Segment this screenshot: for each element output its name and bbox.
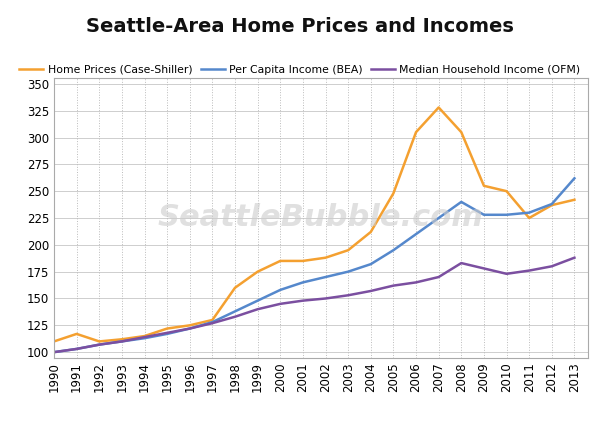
Home Prices (Case-Shiller) xyxy=(458,129,465,135)
Home Prices (Case-Shiller) xyxy=(435,105,442,110)
Per Capita Income (BEA) xyxy=(299,280,307,285)
Per Capita Income (BEA) xyxy=(73,346,80,351)
Median Household Income (OFM) xyxy=(481,266,488,271)
Home Prices (Case-Shiller) xyxy=(503,188,510,194)
Home Prices (Case-Shiller) xyxy=(232,285,239,290)
Median Household Income (OFM) xyxy=(548,264,556,269)
Home Prices (Case-Shiller) xyxy=(322,255,329,260)
Median Household Income (OFM) xyxy=(503,271,510,276)
Per Capita Income (BEA) xyxy=(344,269,352,274)
Per Capita Income (BEA) xyxy=(548,201,556,207)
Line: Per Capita Income (BEA): Per Capita Income (BEA) xyxy=(54,178,574,352)
Home Prices (Case-Shiller) xyxy=(571,197,578,202)
Per Capita Income (BEA) xyxy=(571,176,578,181)
Median Household Income (OFM) xyxy=(73,346,80,351)
Home Prices (Case-Shiller) xyxy=(526,215,533,221)
Median Household Income (OFM) xyxy=(186,326,193,331)
Median Household Income (OFM) xyxy=(254,307,261,312)
Home Prices (Case-Shiller) xyxy=(95,339,103,344)
Home Prices (Case-Shiller) xyxy=(209,317,216,323)
Home Prices (Case-Shiller) xyxy=(277,258,284,263)
Home Prices (Case-Shiller) xyxy=(254,269,261,274)
Per Capita Income (BEA) xyxy=(254,298,261,303)
Per Capita Income (BEA) xyxy=(164,331,171,337)
Per Capita Income (BEA) xyxy=(277,287,284,293)
Home Prices (Case-Shiller) xyxy=(186,323,193,328)
Median Household Income (OFM) xyxy=(344,293,352,298)
Median Household Income (OFM) xyxy=(164,330,171,335)
Line: Median Household Income (OFM): Median Household Income (OFM) xyxy=(54,258,574,352)
Home Prices (Case-Shiller) xyxy=(367,229,374,235)
Per Capita Income (BEA) xyxy=(481,212,488,218)
Per Capita Income (BEA) xyxy=(390,248,397,253)
Per Capita Income (BEA) xyxy=(95,342,103,347)
Legend: Home Prices (Case-Shiller), Per Capita Income (BEA), Median Household Income (OF: Home Prices (Case-Shiller), Per Capita I… xyxy=(15,60,585,79)
Median Household Income (OFM) xyxy=(390,283,397,288)
Median Household Income (OFM) xyxy=(367,288,374,293)
Median Household Income (OFM) xyxy=(571,255,578,260)
Per Capita Income (BEA) xyxy=(435,215,442,221)
Home Prices (Case-Shiller) xyxy=(141,334,148,339)
Per Capita Income (BEA) xyxy=(503,212,510,218)
Home Prices (Case-Shiller) xyxy=(50,339,58,344)
Median Household Income (OFM) xyxy=(435,274,442,279)
Per Capita Income (BEA) xyxy=(232,309,239,314)
Text: SeattleBubble.com: SeattleBubble.com xyxy=(158,204,484,232)
Home Prices (Case-Shiller) xyxy=(73,331,80,337)
Median Household Income (OFM) xyxy=(50,350,58,355)
Median Household Income (OFM) xyxy=(95,342,103,347)
Median Household Income (OFM) xyxy=(526,268,533,273)
Per Capita Income (BEA) xyxy=(526,210,533,215)
Median Household Income (OFM) xyxy=(322,296,329,301)
Median Household Income (OFM) xyxy=(141,334,148,340)
Line: Home Prices (Case-Shiller): Home Prices (Case-Shiller) xyxy=(54,107,574,341)
Home Prices (Case-Shiller) xyxy=(481,183,488,188)
Home Prices (Case-Shiller) xyxy=(344,248,352,253)
Home Prices (Case-Shiller) xyxy=(164,326,171,331)
Home Prices (Case-Shiller) xyxy=(390,191,397,196)
Median Household Income (OFM) xyxy=(118,339,125,344)
Median Household Income (OFM) xyxy=(232,314,239,319)
Per Capita Income (BEA) xyxy=(412,232,419,237)
Home Prices (Case-Shiller) xyxy=(548,202,556,208)
Per Capita Income (BEA) xyxy=(322,274,329,279)
Text: Seattle-Area Home Prices and Incomes: Seattle-Area Home Prices and Incomes xyxy=(86,17,514,37)
Home Prices (Case-Shiller) xyxy=(412,129,419,135)
Per Capita Income (BEA) xyxy=(50,350,58,355)
Per Capita Income (BEA) xyxy=(118,339,125,344)
Per Capita Income (BEA) xyxy=(141,336,148,341)
Home Prices (Case-Shiller) xyxy=(299,258,307,263)
Home Prices (Case-Shiller) xyxy=(118,337,125,342)
Per Capita Income (BEA) xyxy=(186,326,193,331)
Per Capita Income (BEA) xyxy=(209,320,216,325)
Median Household Income (OFM) xyxy=(277,301,284,307)
Per Capita Income (BEA) xyxy=(367,262,374,267)
Median Household Income (OFM) xyxy=(209,320,216,326)
Median Household Income (OFM) xyxy=(299,298,307,303)
Median Household Income (OFM) xyxy=(412,280,419,285)
Per Capita Income (BEA) xyxy=(458,199,465,204)
Median Household Income (OFM) xyxy=(458,260,465,266)
